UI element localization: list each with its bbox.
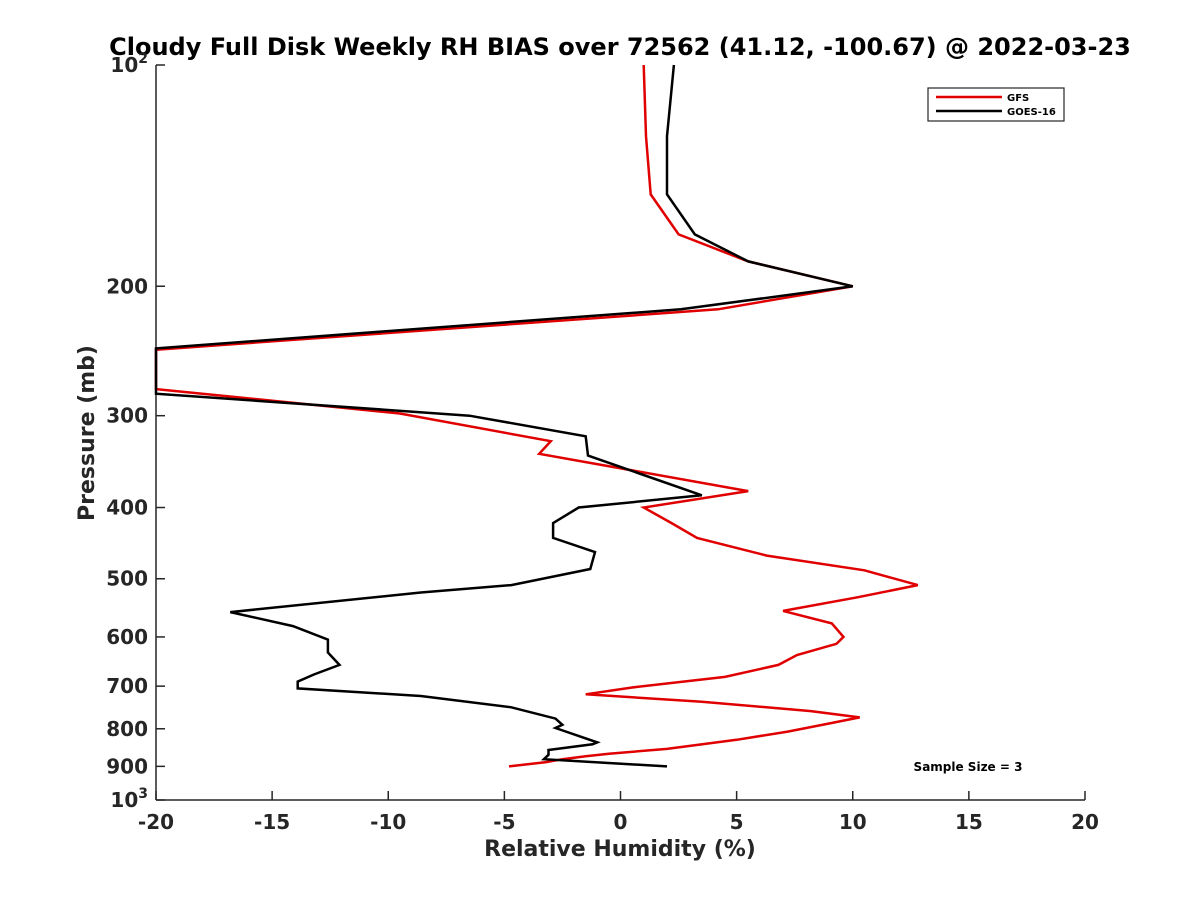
series-lines (154, 64, 919, 768)
y-tick-label: 900 (106, 754, 148, 778)
legend-box (927, 87, 1065, 122)
y-axis-ticks: 102 200 300 400 500 600 700 800 900 103 (106, 51, 165, 812)
legend: GFS GOES-16 (927, 87, 1065, 122)
y-tick-label: 400 (106, 496, 148, 520)
x-tick-label: 10 (839, 810, 867, 834)
sample-size-annotation: Sample Size = 3 (914, 760, 1023, 774)
x-tick-label: -5 (493, 810, 515, 834)
legend-label: GFS (1007, 93, 1029, 104)
x-tick-label: -10 (370, 810, 406, 834)
plot-area: -20 -15 -10 -5 0 5 10 15 20 102 200 300 400 500 600 70… (106, 51, 1099, 834)
x-tick-label: 20 (1071, 810, 1099, 834)
y-tick-label: 500 (106, 567, 148, 591)
y-tick-label: 800 (106, 717, 148, 741)
x-tick-label: 15 (955, 810, 983, 834)
x-tick-label: 5 (730, 810, 744, 834)
x-axis-ticks: -20 -15 -10 -5 0 5 10 15 20 (138, 791, 1099, 834)
x-axis-label: Relative Humidity (%) (484, 837, 756, 862)
legend-label: GOES-16 (1007, 107, 1056, 118)
y-tick-label: 200 (106, 274, 148, 298)
y-axis-label: Pressure (mb) (75, 345, 100, 521)
chart-title: Cloudy Full Disk Weekly RH BIAS over 725… (109, 33, 1131, 61)
y-tick-label: 102 (110, 51, 148, 77)
y-tick-label: 700 (106, 674, 148, 698)
y-tick-label: 300 (106, 404, 148, 428)
series-line-goes-16 (154, 64, 854, 768)
x-tick-label: 0 (614, 810, 628, 834)
y-tick-label: 103 (110, 786, 148, 812)
x-tick-label: -15 (254, 810, 290, 834)
x-tick-label: -20 (138, 810, 174, 834)
series-line-gfs (154, 64, 919, 768)
y-tick-label: 600 (106, 625, 148, 649)
